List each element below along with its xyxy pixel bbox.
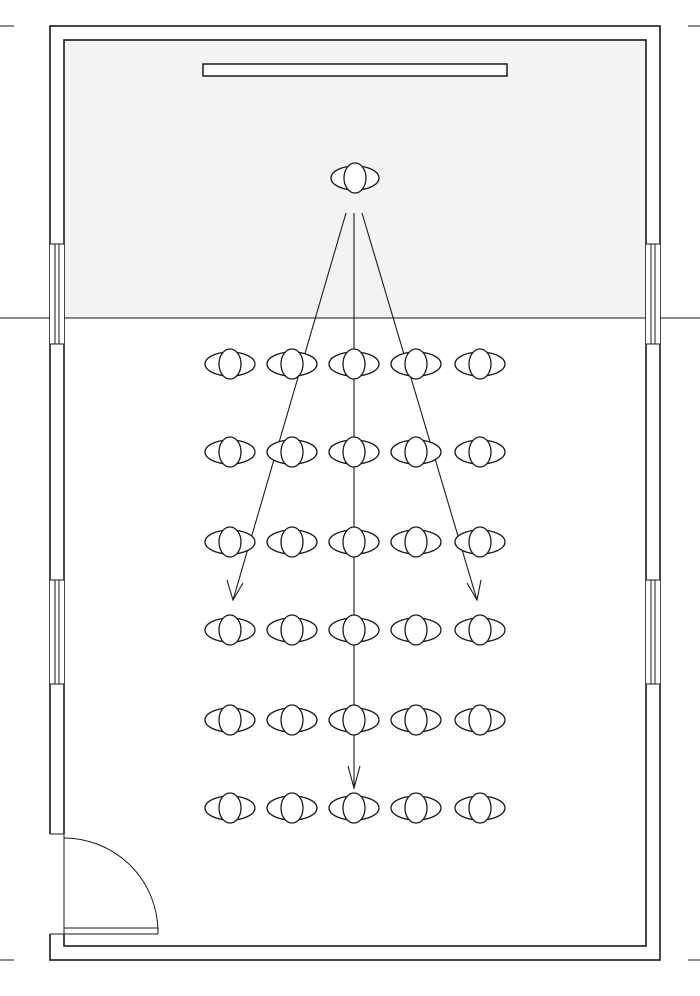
- audience-seat: [204, 704, 256, 736]
- window-left-top: [50, 243, 64, 345]
- audience-seat: [390, 348, 442, 380]
- audience-seat: [266, 348, 318, 380]
- arrowhead-center: [347, 765, 361, 791]
- audience-seat: [328, 348, 380, 380]
- audience-seat: [266, 792, 318, 824]
- corner-ticks: [0, 25, 700, 961]
- outer-wall: [49, 25, 661, 961]
- audience-seat: [390, 614, 442, 646]
- arrowhead-left: [226, 579, 244, 602]
- sight-line-right: [361, 212, 478, 601]
- audience-seat: [204, 436, 256, 468]
- audience-seat: [454, 348, 506, 380]
- window-right-bottom: [646, 579, 660, 685]
- audience-seat: [454, 526, 506, 558]
- audience-seat: [454, 614, 506, 646]
- audience-seat: [266, 614, 318, 646]
- audience-seat: [328, 526, 380, 558]
- audience-seat: [328, 704, 380, 736]
- audience-seat: [328, 436, 380, 468]
- door: [49, 833, 159, 935]
- audience-seat: [390, 792, 442, 824]
- audience-seat: [266, 704, 318, 736]
- audience-seat: [328, 614, 380, 646]
- audience-seat: [266, 436, 318, 468]
- audience-seat: [390, 436, 442, 468]
- inner-wall: [63, 39, 647, 947]
- window-left-bottom: [50, 579, 64, 685]
- audience-seat: [328, 792, 380, 824]
- presenter: [330, 162, 380, 194]
- audience-seat: [204, 792, 256, 824]
- audience-seat: [390, 526, 442, 558]
- audience-seat: [204, 348, 256, 380]
- audience-seat: [454, 792, 506, 824]
- audience-seats: [204, 348, 506, 824]
- board: [202, 63, 508, 77]
- arrowhead-right: [466, 579, 482, 602]
- audience-seat: [266, 526, 318, 558]
- audience-seat: [454, 704, 506, 736]
- audience-seat: [454, 436, 506, 468]
- audience-seat: [204, 614, 256, 646]
- audience-seat: [390, 704, 442, 736]
- audience-seat: [204, 526, 256, 558]
- window-right-top: [646, 243, 660, 345]
